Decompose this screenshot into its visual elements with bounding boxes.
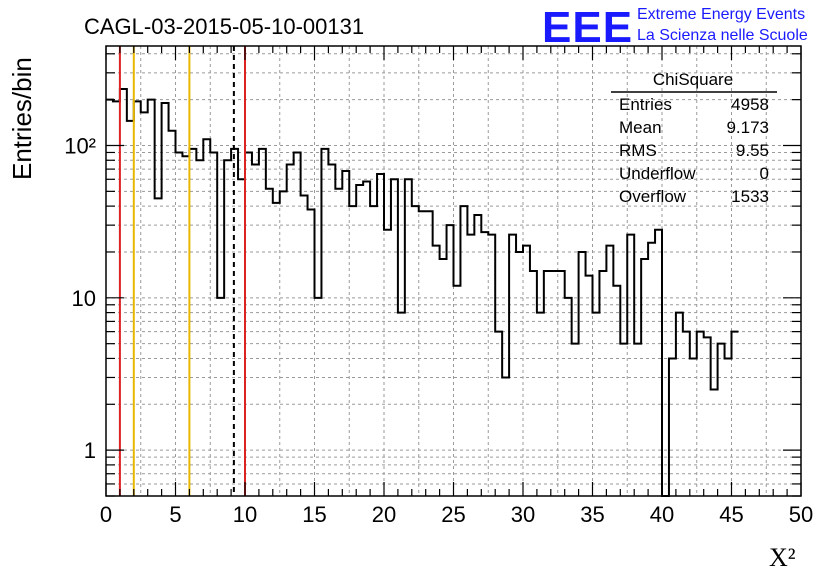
x-tick-label: 5 — [169, 502, 181, 527]
x-tick-label: 30 — [511, 502, 535, 527]
stats-value: 9.173 — [726, 118, 769, 137]
x-tick-label: 15 — [302, 502, 326, 527]
y-tick-label: 10² — [64, 133, 96, 158]
histogram — [106, 87, 739, 497]
marker-lines — [118, 46, 246, 496]
x-axis-label: X² — [769, 543, 796, 572]
x-tick-label: 50 — [789, 502, 813, 527]
eee-logo: EEE Extreme Energy Events La Scienza nel… — [542, 3, 808, 52]
x-tick-label: 35 — [580, 502, 604, 527]
stats-label: RMS — [619, 141, 657, 160]
stats-value: 4958 — [731, 95, 769, 114]
histogram-step-line — [106, 87, 739, 497]
chart-title: CAGL-03-2015-05-10-00131 — [84, 14, 364, 39]
stats-label: Underflow — [619, 164, 696, 183]
x-tick-label: 10 — [233, 502, 257, 527]
stats-box: ChiSquare Entries 4958 Mean 9.173 RMS 9.55 Und… — [611, 70, 777, 206]
stats-value: 0 — [760, 164, 769, 183]
stats-value: 1533 — [731, 187, 769, 206]
eee-logo-line1: Extreme Energy Events — [637, 6, 805, 23]
stats-label: Mean — [619, 118, 662, 137]
y-ticks: 1 10 10² — [64, 53, 801, 497]
stats-label: Overflow — [619, 187, 687, 206]
x-tick-label: 25 — [441, 502, 465, 527]
x-tick-label: 20 — [372, 502, 396, 527]
x-tick-label: 0 — [100, 502, 112, 527]
y-tick-label: 10 — [72, 286, 96, 311]
eee-logo-text: EEE — [542, 3, 633, 52]
stats-label: Entries — [619, 95, 672, 114]
stats-value: 9.55 — [736, 141, 769, 160]
x-tick-label: 40 — [650, 502, 674, 527]
stats-rows: Entries 4958 Mean 9.173 RMS 9.55 Underflow 0 Ove… — [619, 95, 769, 206]
x-ticks: 0 5 10 15 20 25 30 35 40 45 50 — [100, 46, 813, 527]
y-axis-label: Entries/bin — [7, 57, 37, 180]
y-tick-label: 1 — [84, 438, 96, 463]
eee-logo-line2: La Scienza nelle Scuole — [637, 27, 808, 44]
x-tick-label: 45 — [719, 502, 743, 527]
stats-name: ChiSquare — [653, 70, 733, 89]
